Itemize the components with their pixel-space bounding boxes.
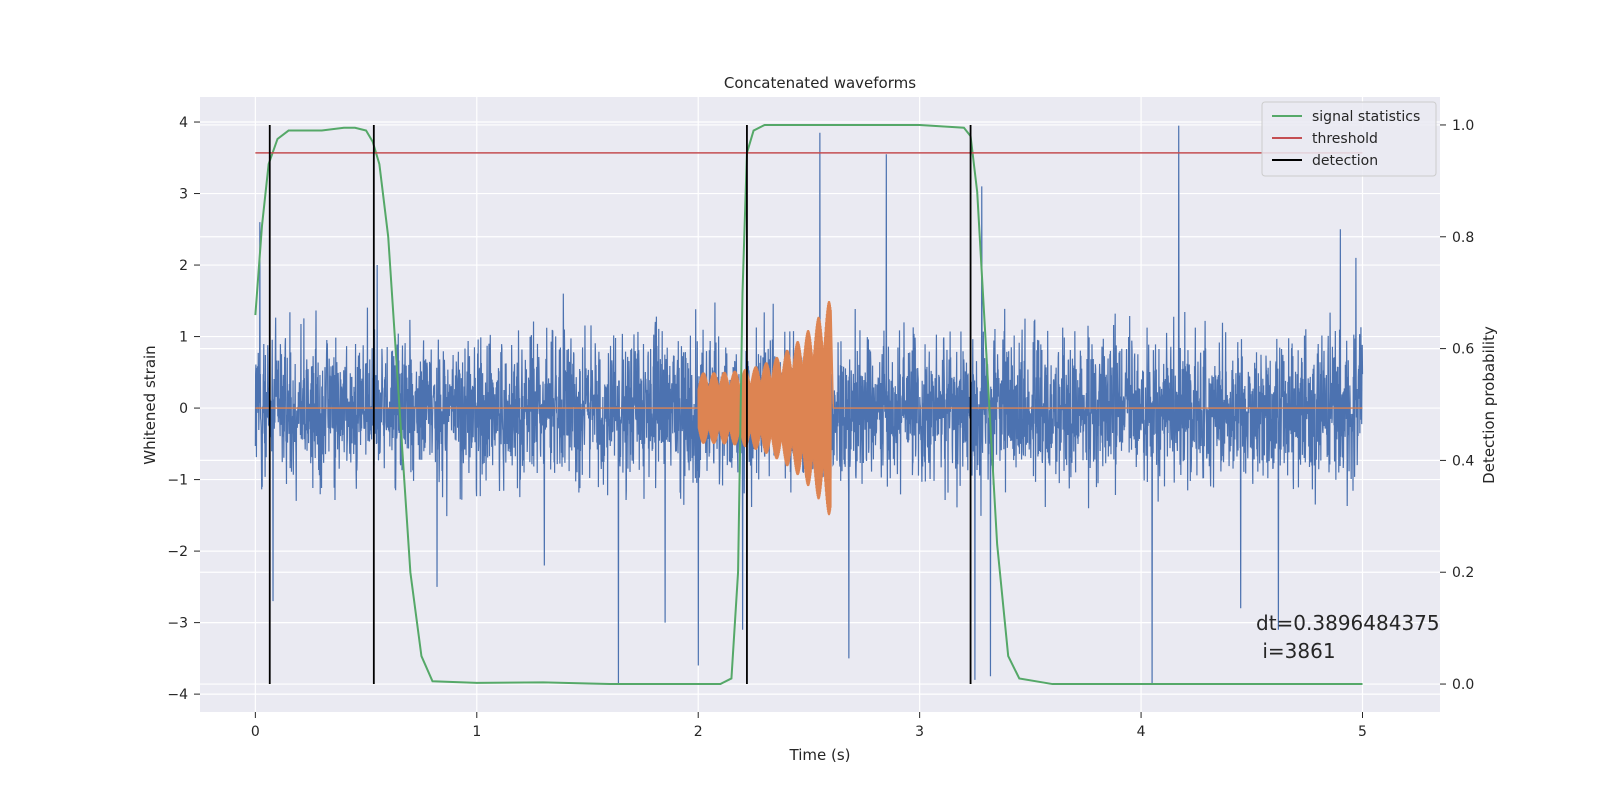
y-tick-label: 2 — [179, 258, 188, 274]
x-tick-label: 4 — [1137, 724, 1146, 740]
chart-title: Concatenated waveforms — [724, 74, 916, 92]
y2-tick-label: 0.6 — [1452, 342, 1474, 358]
y-tick-label: −1 — [167, 473, 188, 489]
x-axis-label: Time (s) — [789, 746, 851, 764]
y2-tick-label: 1.0 — [1452, 118, 1474, 134]
legend-label-signal-statistics: signal statistics — [1312, 109, 1420, 125]
y-tick-label: 1 — [179, 330, 188, 346]
y2-tick-label: 0.4 — [1452, 453, 1474, 469]
injection-series — [255, 301, 1363, 516]
x-tick-label: 0 — [251, 724, 260, 740]
y-tick-label: 4 — [179, 115, 188, 131]
injection-line — [255, 301, 1363, 516]
annotation-i: i=3861 — [1256, 639, 1336, 663]
left-axis-ticks: −4 −3 −2 −1 0 1 2 3 4 — [167, 115, 200, 703]
x-axis-ticks: 0 1 2 3 4 5 — [251, 712, 1367, 740]
legend-box — [1261, 101, 1437, 177]
y-tick-label: −2 — [167, 544, 188, 560]
y-tick-label: 0 — [179, 401, 188, 417]
y2-tick-label: 0.8 — [1452, 230, 1474, 246]
signal-statistics-line — [254, 123, 1363, 686]
x-tick-label: 2 — [694, 724, 703, 740]
legend-label-threshold: threshold — [1312, 131, 1378, 147]
x-tick-label: 5 — [1358, 724, 1367, 740]
annotation-dt: dt=0.3896484375 — [1256, 611, 1440, 635]
legend-label-detection: detection — [1312, 153, 1378, 169]
probability-series — [254, 123, 1363, 686]
right-axis-ticks: 0.0 0.2 0.4 0.6 0.8 1.0 — [1440, 118, 1474, 693]
legend: signal statistics threshold detection — [1261, 101, 1437, 177]
y-tick-label: −4 — [167, 687, 188, 703]
y2-tick-label: 0.2 — [1452, 565, 1474, 581]
y-tick-label: 3 — [179, 187, 188, 203]
y-tick-label: −3 — [167, 616, 188, 632]
x-tick-label: 3 — [915, 724, 924, 740]
y2-tick-label: 0.0 — [1452, 677, 1474, 693]
x-tick-label: 1 — [472, 724, 481, 740]
y-axis-label: Whitened strain — [141, 345, 159, 464]
y2-axis-label: Detection probability — [1480, 326, 1498, 484]
